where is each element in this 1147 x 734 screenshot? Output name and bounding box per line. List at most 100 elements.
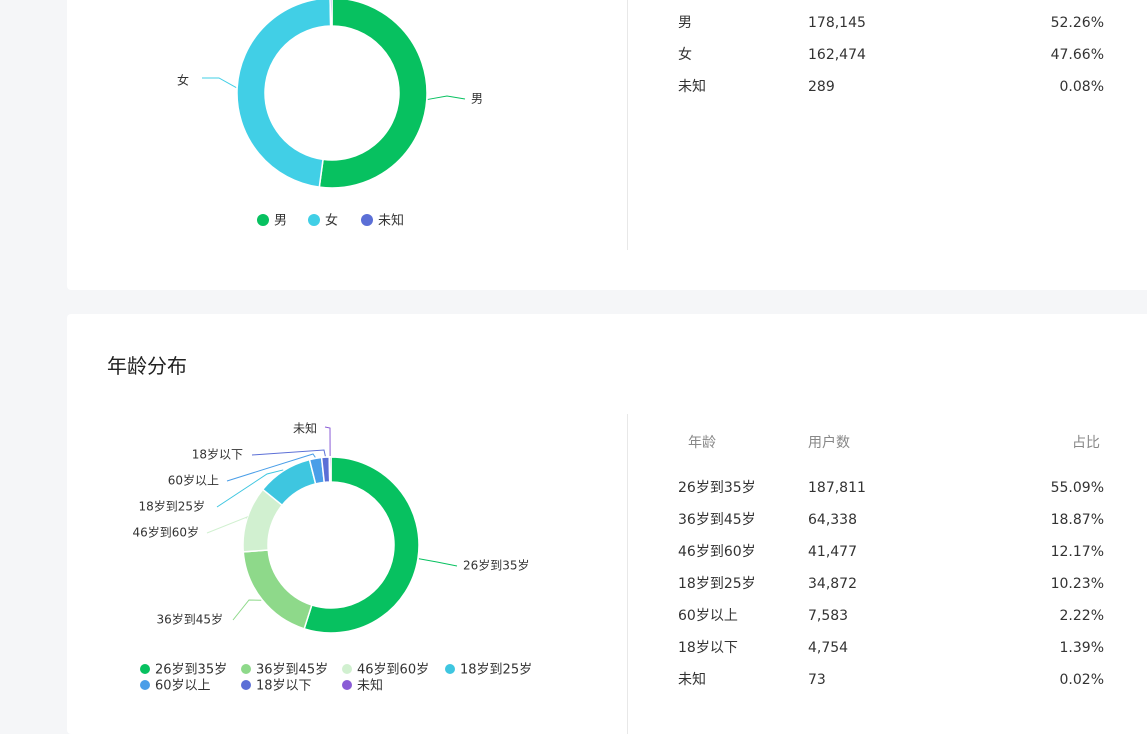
gender-row-pct: 52.26% bbox=[1050, 15, 1104, 31]
gender-table-row: 女 162,474 47.66% bbox=[678, 45, 1108, 65]
age-table-row: 36岁到45岁 64,338 18.87% bbox=[678, 510, 1108, 530]
age-legend-marker bbox=[342, 664, 352, 674]
age-row-label: 46岁到60岁 bbox=[678, 544, 756, 560]
age-leader-line bbox=[324, 426, 331, 457]
gender-leader-line bbox=[202, 77, 237, 88]
gender-legend-item[interactable]: 男 bbox=[257, 214, 287, 229]
age-legend-label: 46岁到60岁 bbox=[357, 663, 429, 678]
age-leader-line bbox=[418, 558, 458, 567]
gender-divider bbox=[627, 0, 628, 250]
gender-legend-label: 男 bbox=[274, 214, 287, 229]
age-row-pct: 2.22% bbox=[1059, 608, 1104, 624]
age-legend-item[interactable]: 26岁到35岁 bbox=[140, 663, 227, 678]
gender-slice-1[interactable] bbox=[236, 0, 332, 188]
gender-row-pct: 47.66% bbox=[1050, 47, 1104, 63]
age-row-count: 41,477 bbox=[808, 544, 857, 560]
age-slice-label: 18岁到25岁 bbox=[138, 499, 205, 514]
age-slice-6[interactable] bbox=[328, 456, 332, 483]
age-table-row: 18岁以下 4,754 1.39% bbox=[678, 638, 1108, 658]
gender-legend: 男 女 未知 bbox=[257, 213, 404, 229]
gender-donut-chart: 男女男女未知 bbox=[177, 0, 483, 229]
age-row-pct: 18.87% bbox=[1050, 512, 1104, 528]
age-row-count: 4,754 bbox=[808, 640, 849, 656]
age-table-row: 26岁到35岁 187,811 55.09% bbox=[678, 478, 1108, 498]
gender-legend-item[interactable]: 未知 bbox=[361, 213, 404, 229]
gender-legend-marker bbox=[308, 214, 320, 226]
age-divider bbox=[627, 414, 628, 734]
gender-legend-item[interactable]: 女 bbox=[308, 213, 338, 229]
age-legend-label: 18岁以下 bbox=[256, 679, 312, 694]
count-col-header: 用户数 bbox=[808, 435, 850, 451]
age-leader-line bbox=[232, 599, 262, 621]
age-slice-1[interactable] bbox=[242, 549, 313, 630]
age-row-pct: 1.39% bbox=[1059, 640, 1104, 656]
age-table-row: 18岁到25岁 34,872 10.23% bbox=[678, 574, 1108, 594]
age-leader-line bbox=[226, 453, 316, 482]
age-legend-item[interactable]: 46岁到60岁 bbox=[342, 663, 429, 678]
gender-row-pct: 0.08% bbox=[1059, 79, 1104, 95]
gender-row-count: 178,145 bbox=[808, 15, 866, 31]
age-row-label: 60岁以上 bbox=[678, 608, 738, 624]
age-row-pct: 0.02% bbox=[1059, 672, 1104, 688]
gender-legend-marker bbox=[257, 214, 269, 226]
age-legend-marker bbox=[140, 680, 150, 690]
age-legend-marker bbox=[241, 680, 251, 690]
age-legend-item[interactable]: 18岁到25岁 bbox=[445, 663, 532, 678]
age-legend-item[interactable]: 36岁到45岁 bbox=[241, 663, 328, 678]
age-slice-label: 未知 bbox=[293, 422, 317, 436]
age-slice-label: 18岁以下 bbox=[192, 447, 243, 462]
age-legend-marker bbox=[445, 664, 455, 674]
age-col-header: 年龄 bbox=[688, 435, 716, 451]
age-legend-item[interactable]: 未知 bbox=[342, 678, 383, 694]
gender-slice-label: 女 bbox=[177, 73, 189, 88]
age-row-pct: 10.23% bbox=[1050, 576, 1104, 592]
age-table-row: 未知 73 0.02% bbox=[678, 670, 1108, 690]
age-row-count: 64,338 bbox=[808, 512, 857, 528]
age-legend-label: 26岁到35岁 bbox=[155, 663, 227, 678]
age-donut-chart: 26岁到35岁36岁到45岁46岁到60岁18岁到25岁60岁以上18岁以下未知… bbox=[132, 422, 532, 694]
gender-row-label: 女 bbox=[678, 47, 692, 63]
gender-card: 男女男女未知 男 178,145 52.26% 女 162,474 47.66% 未知 289… bbox=[67, 0, 1147, 290]
age-table-row: 60岁以上 7,583 2.22% bbox=[678, 606, 1108, 626]
age-legend: 26岁到35岁 36岁到45岁 46岁到60岁 18岁到25岁 60岁以上 18岁以下 未知 bbox=[140, 663, 532, 694]
gender-leader-line bbox=[427, 95, 466, 100]
age-legend-marker bbox=[140, 664, 150, 674]
age-table-row: 46岁到60岁 41,477 12.17% bbox=[678, 542, 1108, 562]
gender-legend-label: 未知 bbox=[378, 213, 404, 229]
age-row-label: 36岁到45岁 bbox=[678, 512, 756, 528]
age-section-title: 年龄分布 bbox=[107, 354, 187, 378]
age-row-count: 34,872 bbox=[808, 576, 857, 592]
age-legend-marker bbox=[342, 680, 352, 690]
age-row-count: 7,583 bbox=[808, 608, 849, 624]
gender-row-count: 289 bbox=[808, 79, 835, 95]
gender-row-count: 162,474 bbox=[808, 47, 866, 63]
age-legend-label: 未知 bbox=[357, 678, 383, 694]
gender-legend-marker bbox=[361, 214, 373, 226]
age-row-label: 26岁到35岁 bbox=[678, 480, 756, 496]
age-card: 年龄分布 26岁到35岁 36岁到45岁 46岁到60岁 18岁到25岁 60岁以上 18… bbox=[67, 314, 1147, 734]
gender-legend-label: 女 bbox=[325, 213, 338, 229]
age-leader-line bbox=[206, 515, 249, 534]
gender-slice-0[interactable] bbox=[318, 0, 428, 189]
age-legend-label: 36岁到45岁 bbox=[256, 663, 328, 678]
gender-row-label: 男 bbox=[678, 15, 692, 31]
age-legend-item[interactable]: 18岁以下 bbox=[241, 679, 312, 694]
age-legend-label: 60岁以上 bbox=[155, 679, 211, 694]
age-slice-label: 36岁到45岁 bbox=[156, 612, 223, 627]
age-table-header: 年龄 用户数 占比 bbox=[678, 433, 1108, 453]
age-slice-label: 60岁以上 bbox=[168, 473, 219, 488]
gender-table-row: 男 178,145 52.26% bbox=[678, 13, 1108, 33]
gender-row-label: 未知 bbox=[678, 79, 706, 95]
age-row-pct: 12.17% bbox=[1050, 544, 1104, 560]
gender-slice-label: 男 bbox=[471, 92, 483, 106]
age-legend-item[interactable]: 60岁以上 bbox=[140, 679, 211, 694]
age-legend-marker bbox=[241, 664, 251, 674]
age-legend-label: 18岁到25岁 bbox=[460, 663, 532, 678]
age-leader-line bbox=[251, 449, 326, 457]
gender-table-row: 未知 289 0.08% bbox=[678, 77, 1108, 97]
age-leader-line bbox=[216, 469, 284, 508]
age-row-count: 187,811 bbox=[808, 480, 866, 496]
age-slice-0[interactable] bbox=[303, 456, 420, 634]
age-row-count: 73 bbox=[808, 672, 826, 688]
gender-slice-2[interactable] bbox=[329, 0, 333, 27]
